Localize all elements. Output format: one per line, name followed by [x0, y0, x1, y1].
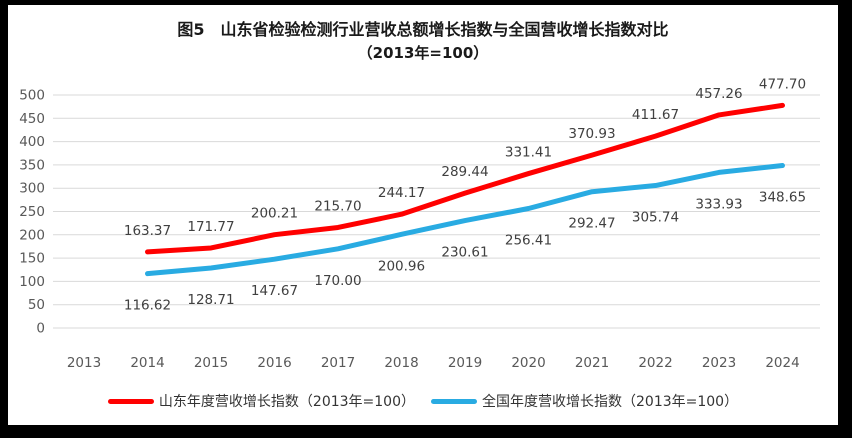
national-line	[145, 163, 785, 277]
y-tick-label: 300	[19, 181, 45, 197]
chart-title-block: 图5 山东省检验检测行业营收总额增长指数与全国营收增长指数对比 （2013年=1…	[8, 19, 838, 63]
y-tick-label: 100	[19, 274, 45, 290]
x-tick-label: 2017	[321, 355, 355, 371]
shandong-data-label: 457.26	[695, 86, 742, 102]
legend: 山东年度营收增长指数（2013年=100） 全国年度营收增长指数（2013年=1…	[8, 390, 838, 412]
national-data-label: 333.93	[695, 196, 742, 212]
y-tick-label: 50	[28, 297, 45, 313]
y-tick-label: 250	[19, 204, 45, 220]
y-tick-label: 400	[19, 134, 45, 150]
shandong-data-label: 163.37	[124, 223, 171, 239]
x-tick-label: 2016	[257, 355, 291, 371]
shandong-data-label: 200.21	[251, 206, 298, 222]
legend-item-shandong: 山东年度营收增长指数（2013年=100）	[107, 391, 415, 411]
shandong-data-label: 289.44	[441, 164, 488, 180]
x-tick-label: 2014	[130, 355, 164, 371]
x-tick-label: 2018	[384, 355, 418, 371]
y-tick-label: 0	[36, 321, 45, 337]
shandong-data-label: 215.70	[314, 198, 361, 214]
x-tick-label: 2020	[511, 355, 545, 371]
shandong-legend-label: 山东年度营收增长指数（2013年=100）	[158, 394, 415, 410]
x-tick-label: 2024	[765, 355, 799, 371]
legend-item-national: 全国年度营收增长指数（2013年=100）	[431, 391, 738, 411]
y-tick-label: 200	[19, 227, 45, 243]
shandong-line	[145, 102, 785, 255]
x-tick-label: 2023	[702, 355, 736, 371]
x-tick-label: 2021	[575, 355, 609, 371]
y-tick-label: 450	[19, 111, 45, 127]
x-tick-label: 2022	[638, 355, 672, 371]
national-data-label: 116.62	[124, 298, 171, 314]
national-data-label: 170.00	[314, 273, 361, 289]
shandong-data-label: 477.70	[759, 76, 806, 92]
shandong-line-swatch	[107, 398, 154, 404]
national-line-swatch	[431, 398, 477, 404]
national-data-label: 147.67	[251, 283, 298, 299]
national-legend-label: 全国年度营收增长指数（2013年=100）	[482, 394, 739, 410]
plot-area: 0 50 100 150 200 250 300 350 400 450 500 2013 2014 20…	[19, 76, 820, 371]
national-data-label: 200.96	[378, 258, 425, 274]
shandong-data-label: 411.67	[632, 107, 679, 123]
national-data-label: 348.65	[759, 190, 806, 206]
shandong-data-label: 244.17	[378, 185, 425, 201]
y-tick-label: 150	[19, 251, 45, 267]
chart-title: 图5 山东省检验检测行业营收总额增长指数与全国营收增长指数对比	[177, 20, 669, 39]
x-tick-label: 2015	[194, 355, 228, 371]
national-data-label: 292.47	[568, 216, 615, 232]
national-data-label: 256.41	[505, 233, 552, 249]
y-tick-label: 500	[19, 88, 45, 104]
national-data-label: 128.71	[187, 292, 234, 308]
national-data-label: 230.61	[441, 245, 488, 261]
x-tick-label: 2019	[448, 355, 482, 371]
shandong-data-label: 370.93	[568, 126, 615, 142]
national-data-label: 305.74	[632, 210, 679, 226]
y-tick-label: 350	[19, 157, 45, 173]
chart-card: 图5 山东省检验检测行业营收总额增长指数与全国营收增长指数对比 （2013年=1…	[8, 5, 838, 425]
x-tick-label: 2013	[67, 355, 101, 371]
shandong-data-label: 171.77	[187, 219, 234, 235]
shandong-data-label: 331.41	[505, 145, 552, 161]
chart-subtitle: （2013年=100）	[357, 43, 489, 62]
